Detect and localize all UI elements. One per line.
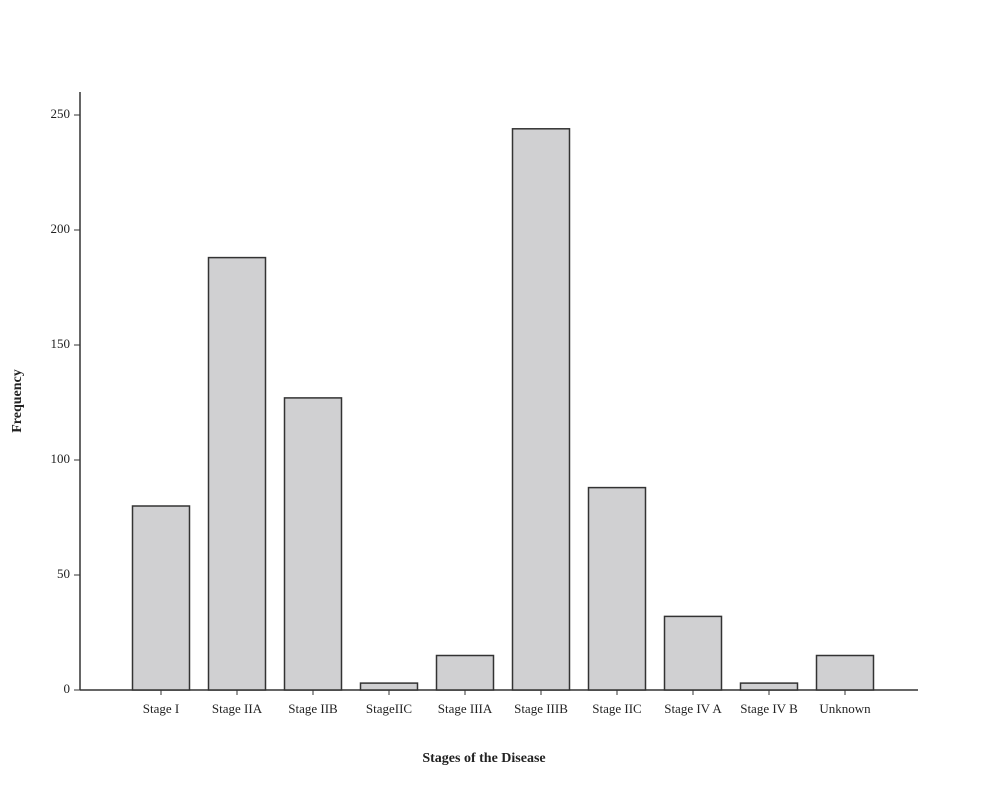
x-tick-label: Unknown: [819, 701, 871, 716]
bar: [283, 397, 343, 691]
x-tick-label: Stage IIIB: [514, 701, 568, 716]
y-tick-label: 150: [51, 336, 71, 351]
x-tick-label: Stage I: [143, 701, 179, 716]
y-tick-label: 200: [51, 221, 71, 236]
y-tick-label: 100: [51, 451, 71, 466]
bar: [435, 654, 495, 691]
x-tick-label: Stage IV B: [740, 701, 798, 716]
bar: [359, 682, 419, 691]
bar: [739, 682, 799, 691]
y-tick-label: 50: [57, 566, 70, 581]
x-axis-title: Stages of the Disease: [422, 751, 545, 766]
x-tick-label: Stage IIA: [212, 701, 263, 716]
bar: [207, 256, 267, 691]
y-axis-title: Frequency: [10, 369, 25, 433]
bar: [131, 505, 191, 691]
bar: [511, 128, 571, 691]
bar: [663, 615, 723, 691]
y-tick-label: 0: [64, 681, 71, 696]
x-tick-label: Stage IIIA: [438, 701, 493, 716]
x-tick-label: Stage IIB: [288, 701, 338, 716]
y-tick-label: 250: [51, 106, 71, 121]
x-tick-label: StageIIC: [366, 701, 412, 716]
x-tick-label: Stage IIC: [592, 701, 641, 716]
x-tick-label: Stage IV A: [664, 701, 722, 716]
bar: [815, 654, 875, 691]
bar: [587, 486, 647, 691]
